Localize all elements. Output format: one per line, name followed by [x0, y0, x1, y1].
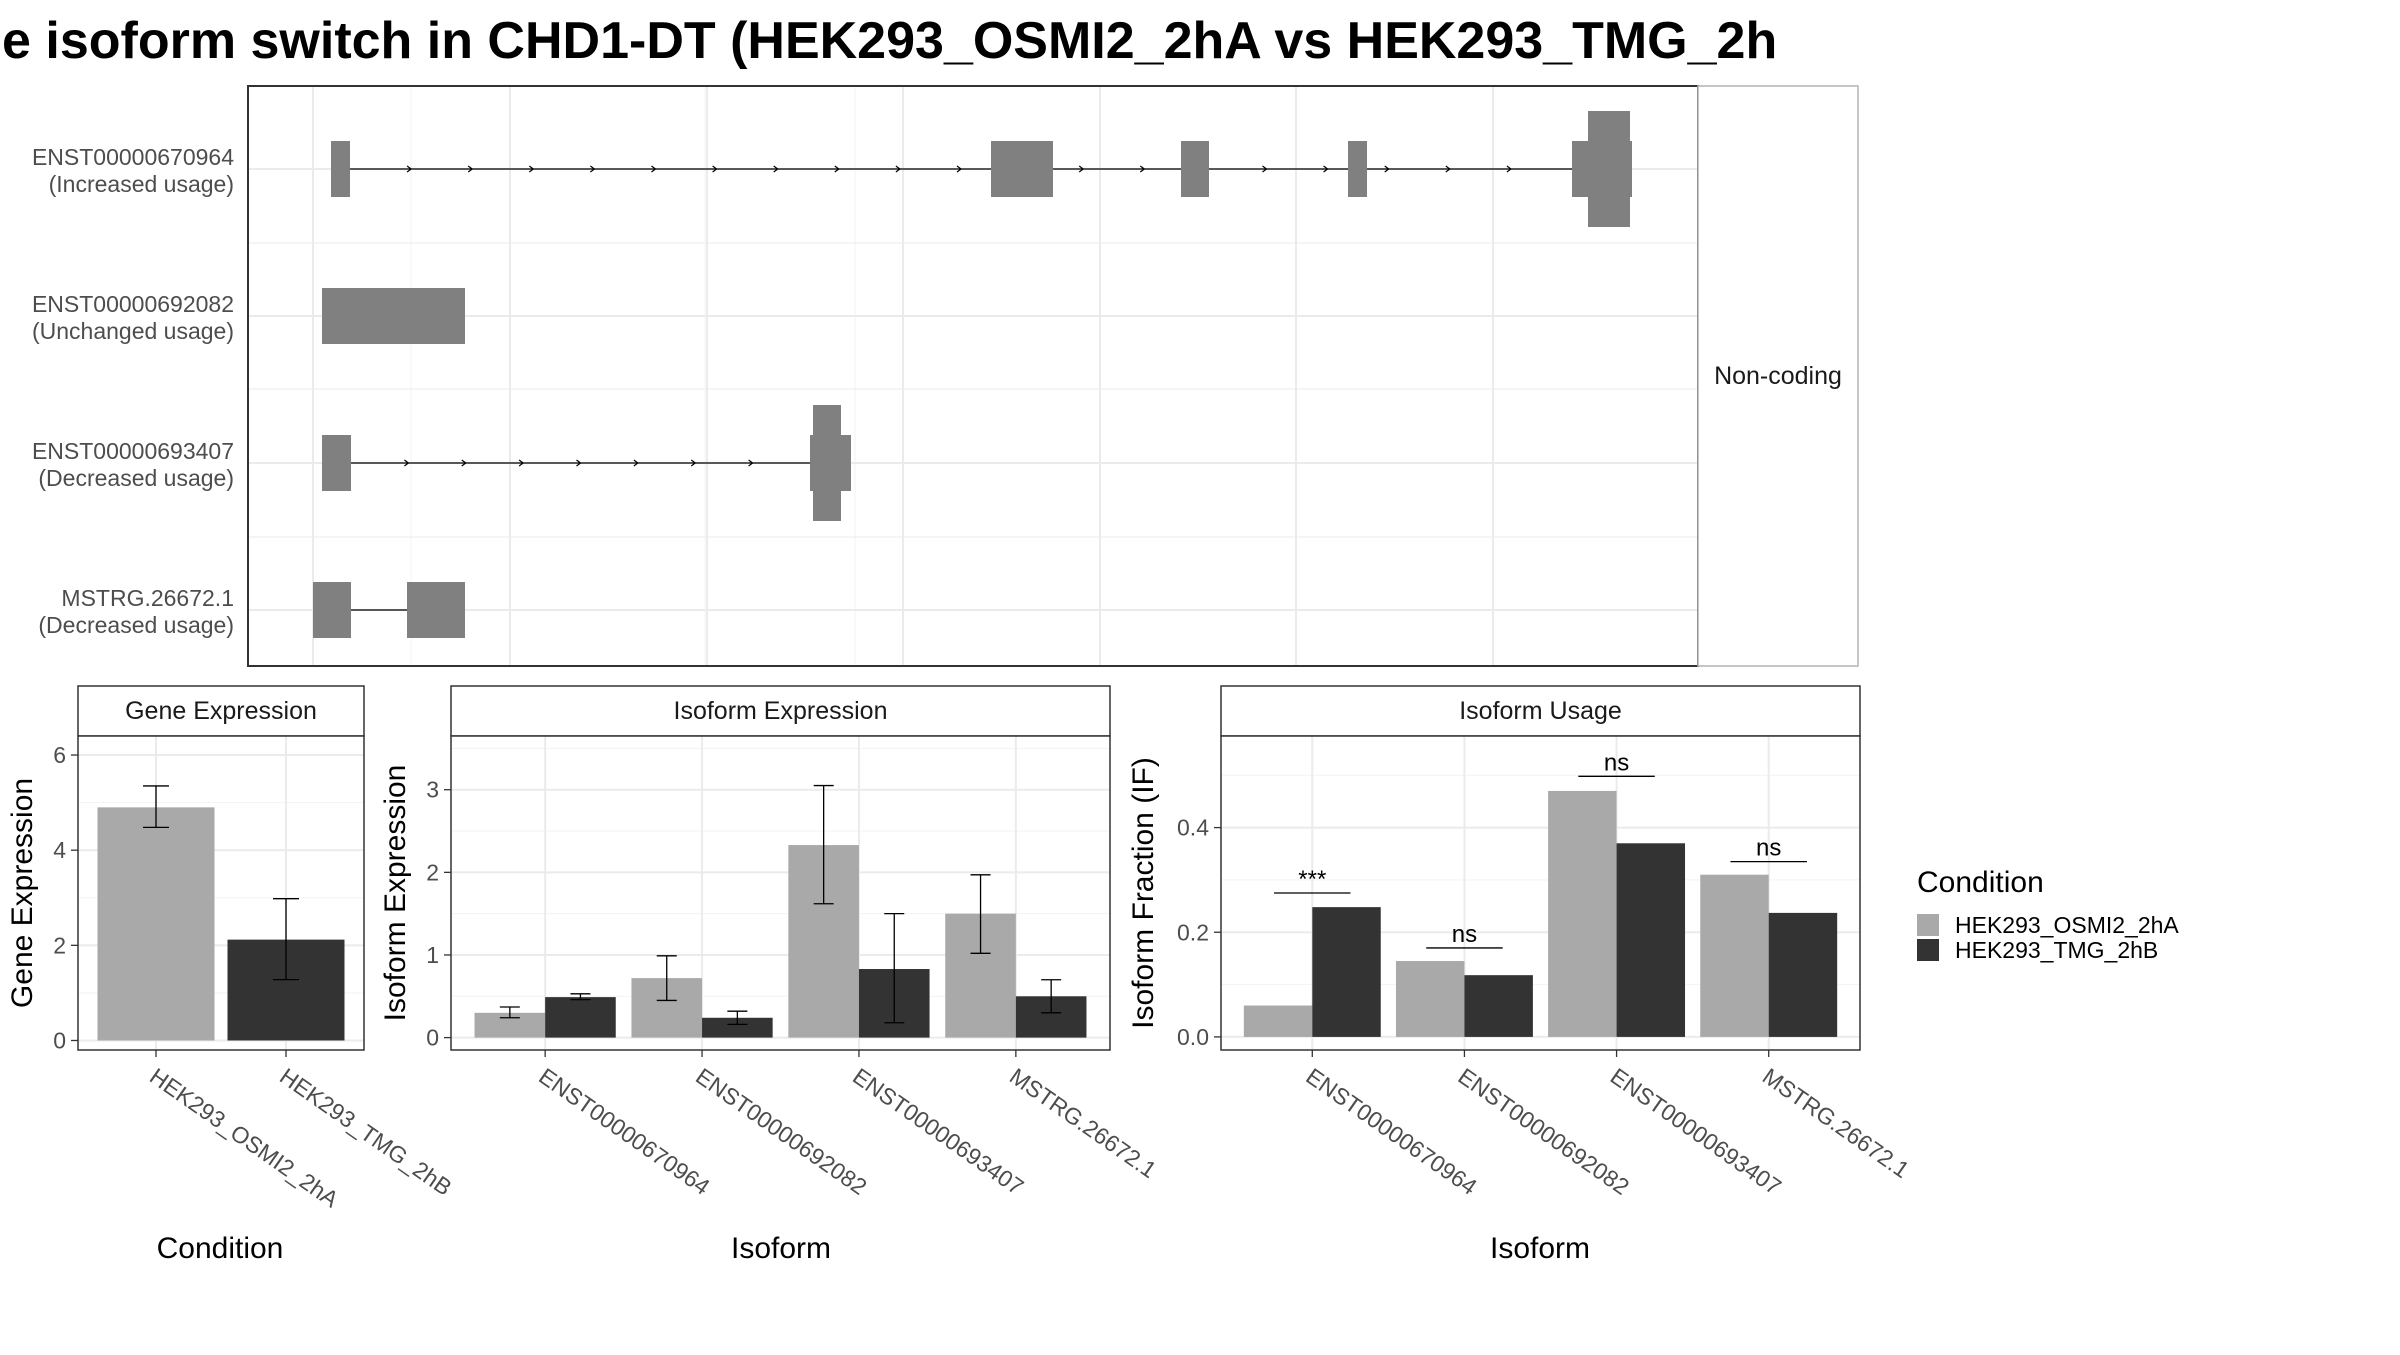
transcript-id-label: ENST00000693407: [32, 438, 234, 464]
exon-block-thick: [1588, 111, 1630, 227]
bar-series-0-0: [1243, 1005, 1313, 1037]
significance-label: ns: [1756, 835, 1781, 862]
strip-label-noncoding: Non-coding: [1714, 362, 1842, 390]
figure-title: e isoform switch in CHD1-DT (HEK293_OSMI…: [2, 12, 1777, 70]
bar-series-0-1: [1395, 961, 1465, 1037]
panel-border: [450, 735, 1111, 1051]
intron-arrow: [1506, 165, 1512, 173]
legend-label-1: HEK293_TMG_2hB: [1955, 937, 2158, 963]
exon-block-thick: [813, 405, 841, 521]
x-tick-label: MSTRG.26672.1: [1758, 1063, 1914, 1183]
x-axis-title: Condition: [157, 1232, 284, 1265]
intron-arrow: [690, 459, 697, 467]
bar-series-1-0: [1312, 907, 1381, 1037]
intron-arrow: [1384, 165, 1390, 173]
bar-hek293-osmi2-2ha: [97, 807, 215, 1041]
legend-title: Condition: [1917, 866, 2044, 899]
y-tick-label: 0.4: [1177, 815, 1209, 841]
y-tick-label: 0.0: [1177, 1024, 1209, 1050]
y-tick-label: 1: [426, 942, 439, 968]
intron-arrow: [406, 165, 413, 173]
intron-arrow: [461, 459, 467, 467]
intron-arrow: [1445, 165, 1451, 173]
transcript-usage-label: (Decreased usage): [38, 612, 234, 638]
panel-border: [1220, 735, 1861, 1051]
structure-panel-bg: [248, 86, 1698, 666]
bar-series-1-1: [1464, 975, 1533, 1037]
y-tick-label: 6: [53, 742, 66, 768]
x-tick-label: ENST00000670964: [534, 1063, 715, 1200]
y-tick-label: 2: [426, 859, 439, 885]
transcript-id-label: MSTRG.26672.1: [61, 585, 234, 611]
significance-label: ***: [1298, 866, 1326, 893]
transcript-usage-label: (Increased usage): [49, 171, 234, 197]
intron-arrow: [956, 165, 962, 173]
intron-arrow: [748, 459, 754, 467]
intron-arrow: [834, 165, 840, 173]
y-axis-title: Isoform Expression: [379, 765, 412, 1022]
intron-arrow: [1262, 165, 1268, 173]
panel-strip-label: Gene Expression: [125, 697, 317, 725]
panel-strip-label: Isoform Usage: [1459, 697, 1622, 725]
bar-series-0-2: [1548, 790, 1617, 1037]
exon-block: [1181, 141, 1209, 197]
exon-block: [331, 141, 350, 197]
exon-block: [322, 288, 465, 344]
x-axis-title: Isoform: [1490, 1232, 1590, 1265]
intron-arrow: [1139, 165, 1146, 173]
intron-arrow: [651, 165, 657, 173]
bar-series-1-1: [702, 1017, 773, 1038]
exon-block: [322, 435, 351, 491]
bar-series-1-0: [545, 997, 616, 1038]
legend-swatch-0: [1917, 914, 1939, 936]
intron-arrow: [518, 459, 525, 467]
y-tick-label: 0: [426, 1025, 439, 1051]
bar-series-1-3: [1768, 912, 1838, 1037]
legend-label-0: HEK293_OSMI2_2hA: [1955, 912, 2179, 938]
intron-arrow: [633, 459, 639, 467]
exon-block: [991, 141, 1053, 197]
intron-arrow: [1323, 165, 1329, 173]
x-tick-label: ENST00000692082: [691, 1063, 871, 1200]
transcript-id-label: ENST00000692082: [32, 291, 234, 317]
y-tick-label: 0: [53, 1027, 66, 1053]
exon-block: [1348, 141, 1367, 197]
panel-strip: [1220, 685, 1861, 737]
structure-strip: [1697, 85, 1859, 667]
intron-arrow: [576, 459, 582, 467]
significance-label: ns: [1452, 921, 1477, 948]
panel-strip: [77, 685, 365, 737]
transcript-usage-label: (Decreased usage): [38, 465, 234, 491]
y-axis-title: Isoform Fraction (IF): [1127, 757, 1160, 1029]
intron-arrow: [1078, 165, 1085, 173]
x-tick-label: MSTRG.26672.1: [1005, 1063, 1161, 1183]
intron-arrow: [773, 165, 779, 173]
panel-strip-label: Isoform Expression: [674, 697, 888, 725]
exon-block: [407, 582, 465, 638]
panel-border: [77, 735, 365, 1051]
intron-arrow: [712, 165, 718, 173]
x-tick-label: ENST00000693407: [848, 1063, 1028, 1200]
y-tick-label: 3: [426, 777, 439, 803]
intron-arrow: [467, 165, 474, 173]
legend-swatch-1: [1917, 939, 1939, 961]
intron-arrow: [590, 165, 596, 173]
transcript-usage-label: (Unchanged usage): [32, 318, 234, 344]
intron-arrow: [404, 459, 410, 467]
y-tick-label: 2: [53, 932, 66, 958]
y-tick-label: 4: [53, 837, 66, 863]
x-axis-title: Isoform: [731, 1232, 831, 1265]
exon-block: [313, 582, 351, 638]
y-axis-title: Gene Expression: [6, 778, 39, 1008]
bar-series-0-3: [1700, 874, 1769, 1037]
bar-series-1-2: [1616, 843, 1686, 1037]
significance-label: ns: [1604, 749, 1629, 776]
y-tick-label: 0.2: [1177, 919, 1209, 945]
intron-arrow: [528, 165, 535, 173]
intron-arrow: [895, 165, 901, 173]
transcript-id-label: ENST00000670964: [32, 144, 234, 170]
